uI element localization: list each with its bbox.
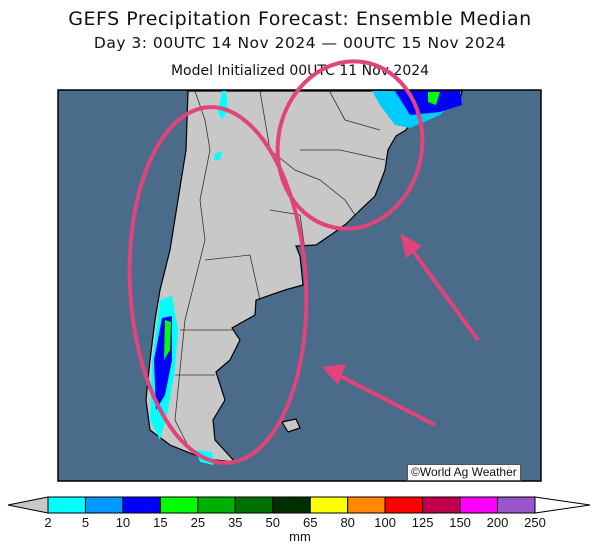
annotations [127, 59, 480, 465]
annotation-arrow [408, 245, 480, 342]
colorbar-tick-label: 25 [191, 515, 205, 530]
colorbar-box [459, 496, 499, 514]
colorbar-under-triangle [7, 496, 49, 514]
colorbar-box [272, 496, 311, 514]
colorbar-box [347, 496, 386, 514]
annotation-ellipse-east [275, 59, 425, 231]
annotation-arrowhead [400, 233, 422, 258]
colorbar-over-triangle [534, 496, 591, 514]
colorbar-box [84, 496, 124, 514]
map-title: GEFS Precipitation Forecast: Ensemble Me… [68, 8, 532, 30]
colorbar-tick-label: 150 [449, 515, 471, 530]
colorbar-box [234, 496, 274, 514]
annotation-ellipse-west [127, 105, 309, 465]
watermark: ©World Ag Weather [407, 464, 521, 481]
colorbar-box [122, 496, 161, 514]
colorbar-box [497, 496, 536, 514]
colorbar-box [384, 496, 424, 514]
colorbar-box [47, 496, 86, 514]
annotation-arrowhead [322, 364, 346, 385]
colorbar-tick-label: 5 [82, 515, 89, 530]
colorbar-tick-label: 35 [228, 515, 242, 530]
colorbar-tick-label: 100 [374, 515, 396, 530]
map-subtitle: Day 3: 00UTC 14 Nov 2024 — 00UTC 15 Nov … [93, 34, 507, 52]
colorbar-box [197, 496, 236, 514]
annotation-arrow [337, 373, 436, 427]
colorbar-tick-label: 125 [412, 515, 434, 530]
colorbar-tick-label: 50 [266, 515, 280, 530]
colorbar-box [422, 496, 461, 514]
colorbar-tick-label: 65 [303, 515, 317, 530]
borders [174, 90, 386, 451]
colorbar-tick-label: 15 [153, 515, 167, 530]
colorbar-box [309, 496, 349, 514]
colorbar-tick-label: 2 [44, 515, 51, 530]
colorbar-unit: mm [289, 529, 311, 544]
colorbar-tick-label: 80 [340, 515, 354, 530]
colorbar-tick-label: 10 [116, 515, 130, 530]
init-time: Model Initialized 00UTC 11 Nov 2024 [170, 63, 430, 79]
colorbar-box [159, 496, 199, 514]
colorbar-tick-label: 250 [524, 515, 546, 530]
colorbar-tick-label: 200 [487, 515, 509, 530]
